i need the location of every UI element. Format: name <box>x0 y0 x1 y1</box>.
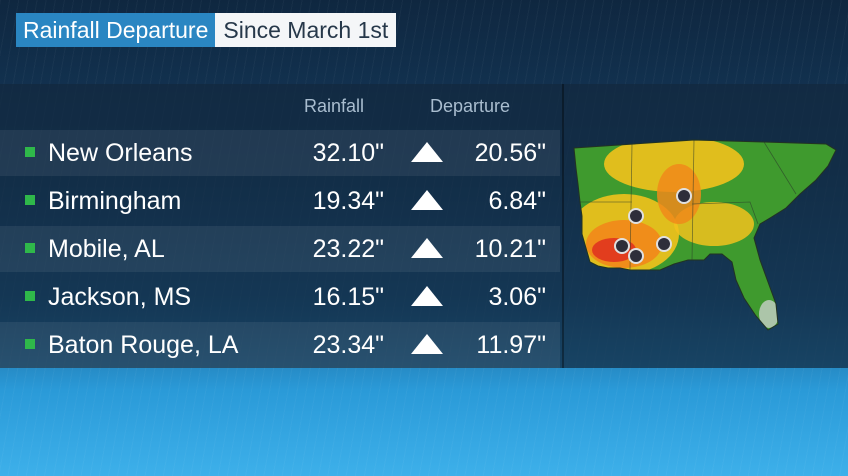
bullet-icon <box>25 243 35 253</box>
map-graphic <box>573 139 837 331</box>
title-subtitle: Since March 1st <box>215 13 397 47</box>
city-marker-new-orleans <box>628 248 644 264</box>
southeast-rainfall-map <box>564 84 848 368</box>
table-row: Jackson, MS 16.15" 3.06" <box>0 274 560 320</box>
bullet-icon <box>25 339 35 349</box>
departure-value: 3.06" <box>488 283 546 311</box>
table-row: Mobile, AL 23.22" 10.21" <box>0 226 560 272</box>
table-row: Baton Rouge, LA 23.34" 11.97" <box>0 322 560 368</box>
departure-value: 10.21" <box>474 235 546 263</box>
city-name: Birmingham <box>48 187 182 215</box>
up-arrow-icon <box>411 286 443 306</box>
rainfall-value: 16.15" <box>312 283 384 311</box>
departure-value: 20.56" <box>474 139 546 167</box>
map-state-borders <box>580 139 797 271</box>
panel-divider <box>562 84 564 368</box>
table-row: New Orleans 32.10" 20.56" <box>0 130 560 176</box>
up-arrow-icon <box>411 238 443 258</box>
header-departure: Departure <box>430 96 511 116</box>
city-name: New Orleans <box>48 139 193 167</box>
map-yellow-band-north <box>604 140 744 192</box>
up-arrow-icon <box>411 142 443 162</box>
up-arrow-icon <box>411 190 443 210</box>
departure-value: 11.97" <box>476 331 546 359</box>
table-header: Rainfall Departure <box>0 84 560 130</box>
bullet-icon <box>25 147 35 157</box>
rainfall-value: 19.34" <box>312 187 384 215</box>
city-name: Jackson, MS <box>48 283 192 311</box>
rainfall-value: 32.10" <box>312 139 384 167</box>
table-row: Birmingham 19.34" 6.84" <box>0 178 560 224</box>
header-rainfall: Rainfall <box>304 96 365 116</box>
departure-value: 6.84" <box>488 187 546 215</box>
city-marker-birmingham <box>676 188 692 204</box>
title-main: Rainfall Departure <box>16 13 216 47</box>
rainfall-value: 23.34" <box>312 331 384 359</box>
up-arrow-icon <box>411 334 443 354</box>
bullet-icon <box>25 195 35 205</box>
title-bar: Rainfall Departure Since March 1st <box>16 13 397 47</box>
city-marker-baton-rouge <box>614 238 630 254</box>
city-marker-mobile <box>656 236 672 252</box>
rainfall-table: Rainfall Departure New Orleans 32.10" 20… <box>0 84 560 368</box>
city-marker-jackson <box>628 208 644 224</box>
city-name: Mobile, AL <box>48 235 165 263</box>
bullet-icon <box>25 291 35 301</box>
rainfall-value: 23.22" <box>312 235 384 263</box>
map-gray-area <box>759 300 779 328</box>
city-name: Baton Rouge, LA <box>48 331 239 359</box>
map-outline <box>573 139 837 331</box>
